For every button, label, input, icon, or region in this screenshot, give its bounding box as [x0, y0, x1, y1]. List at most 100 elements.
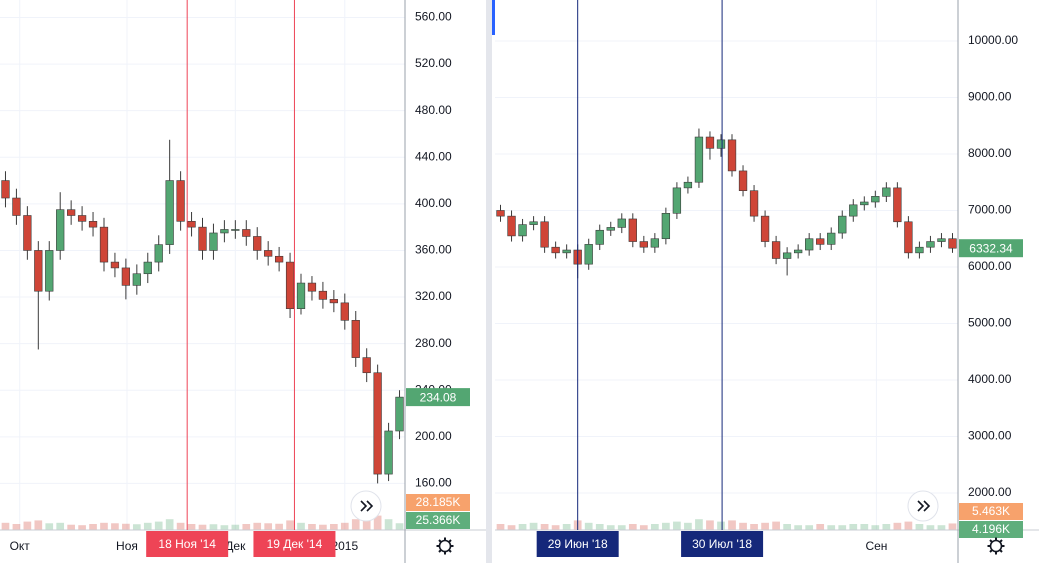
crosshair-badge	[253, 531, 336, 557]
candle-body	[595, 229, 604, 245]
y-tick-label: 160.00	[415, 476, 452, 490]
x-tick-label: 2015	[331, 539, 358, 553]
candle-body	[937, 238, 946, 242]
y-tick-label: 200.00	[415, 429, 452, 443]
candle-body	[926, 241, 935, 248]
y-tick-label: 8000.00	[968, 146, 1012, 160]
volume-bar	[650, 524, 659, 530]
volume-bar	[34, 520, 43, 530]
candle-body	[45, 250, 54, 292]
candle-body	[705, 136, 715, 149]
candle-body	[384, 430, 393, 475]
settings-button[interactable]	[987, 537, 1005, 555]
volume-bar	[783, 524, 791, 530]
y-tick-label: 360.00	[415, 243, 452, 257]
candle-body	[296, 282, 306, 309]
candle-body	[264, 250, 273, 257]
volume-bar	[56, 522, 65, 530]
volume-label: 28.185K	[416, 495, 461, 509]
candle-body	[274, 255, 284, 263]
volume-bar	[231, 524, 240, 530]
y-tick-label: 280.00	[415, 336, 452, 350]
crosshair-badge	[146, 531, 229, 557]
y-tick-label: 9000.00	[968, 90, 1012, 104]
candle-body	[395, 396, 404, 432]
gear-tooth	[999, 549, 1003, 553]
volume-bar	[351, 519, 360, 530]
candle-body	[77, 215, 87, 222]
volume-bar	[915, 524, 924, 530]
volume-bar	[286, 520, 294, 530]
volume-bar	[838, 525, 847, 530]
volume-bar	[143, 522, 152, 530]
volume-bar	[871, 525, 880, 530]
candle-body	[628, 218, 637, 242]
volume-bar	[904, 521, 913, 530]
candle-body	[529, 221, 538, 225]
volume-bar	[275, 523, 283, 530]
volume-bar	[805, 525, 814, 530]
button-icon	[360, 500, 374, 512]
candle-body	[154, 244, 163, 263]
volume-badge	[959, 503, 1023, 520]
settings-button[interactable]	[436, 537, 454, 555]
candle-body	[771, 241, 781, 259]
volume-bar	[937, 525, 946, 530]
candle-body	[12, 197, 21, 216]
volume-bar	[628, 524, 637, 530]
volume-bar	[551, 525, 560, 530]
volume-bar	[297, 522, 305, 530]
volume-bar	[384, 519, 393, 530]
y-tick-label: 6000.00	[968, 259, 1012, 273]
volume-bar	[717, 521, 725, 530]
candle-body	[749, 190, 759, 217]
volume-label: 5.463K	[972, 504, 1010, 518]
candle-body	[373, 372, 382, 475]
volume-bar	[45, 523, 54, 530]
volume-bar	[761, 522, 769, 530]
volume-bar	[584, 522, 593, 530]
volume-bar	[816, 524, 825, 530]
volume-bar	[728, 520, 736, 530]
y-tick-label: 520.00	[415, 56, 452, 70]
crosshair-label: 29 Июн '18	[548, 537, 608, 551]
gear-tooth	[999, 539, 1003, 543]
volume-bar	[187, 524, 196, 530]
gear-tooth	[989, 549, 993, 553]
y-tick-label: 560.00	[415, 10, 452, 24]
candle-body	[23, 215, 32, 251]
volume-bar	[739, 522, 747, 530]
candle-body	[904, 221, 913, 254]
volume-label: 25.366K	[416, 513, 461, 527]
volume-bar	[562, 524, 571, 530]
volume-bar	[882, 524, 891, 530]
candle-body	[738, 170, 748, 191]
volume-bar	[750, 524, 758, 530]
candle-body	[220, 229, 229, 234]
volume-bar	[639, 525, 648, 530]
candle-body	[88, 221, 98, 228]
volume-bar	[176, 522, 185, 530]
volume-bar	[673, 521, 681, 530]
candle-body	[165, 180, 174, 245]
candle-body	[606, 227, 615, 231]
volume-bar	[12, 524, 21, 530]
candle-body	[340, 302, 349, 321]
candle-body	[253, 236, 262, 251]
candle-body	[816, 238, 825, 245]
scroll-to-latest-button[interactable]	[350, 490, 382, 522]
gear-tooth	[438, 539, 442, 543]
volume-bar	[772, 521, 780, 530]
y-tick-label: 4000.00	[968, 372, 1012, 386]
volume-bar	[122, 523, 130, 530]
crosshair-badge	[681, 531, 764, 557]
volume-bar	[684, 522, 692, 530]
candle-body	[540, 221, 549, 248]
button-icon	[917, 500, 931, 512]
volume-bar	[496, 524, 505, 530]
scroll-to-latest-button[interactable]	[907, 490, 939, 522]
candle-body	[562, 249, 571, 254]
candle-body	[805, 238, 814, 251]
volume-bar	[529, 522, 538, 530]
